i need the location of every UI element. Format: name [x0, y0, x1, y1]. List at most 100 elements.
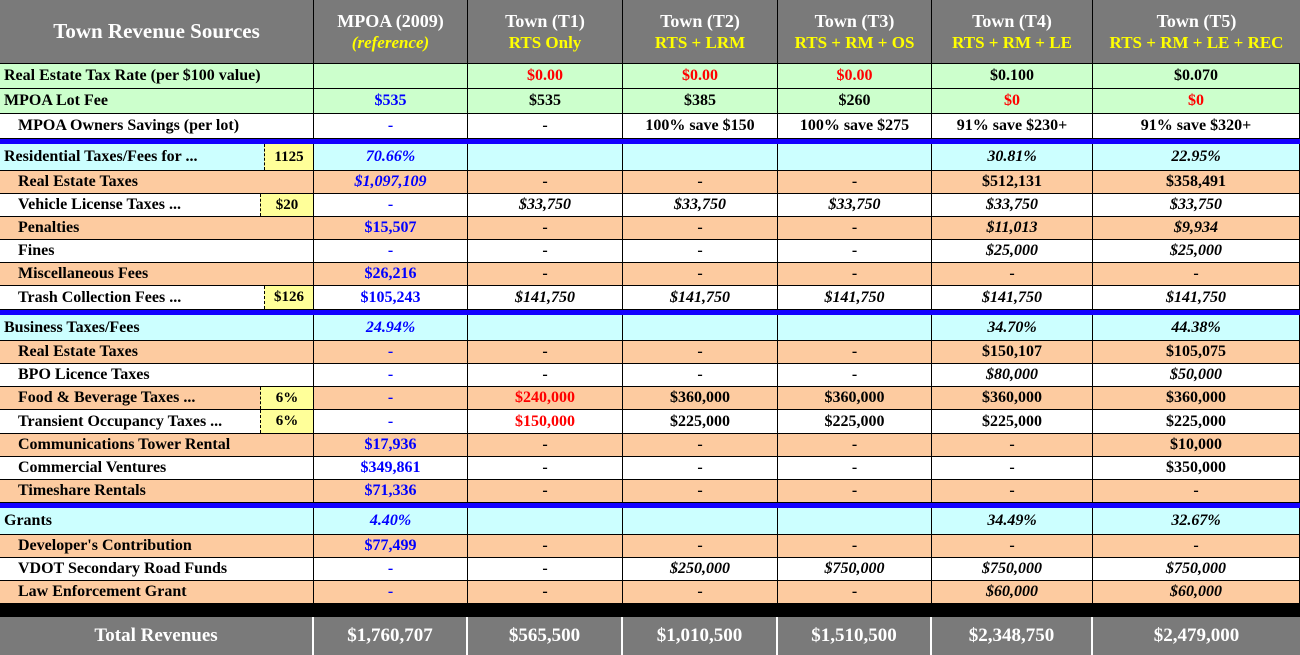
cell-t1[interactable] [468, 315, 623, 341]
cell-t2[interactable]: - [623, 171, 778, 194]
cell-t4[interactable]: $512,131 [932, 171, 1093, 194]
cell-t1[interactable]: - [468, 217, 623, 240]
cell-t1[interactable]: - [468, 263, 623, 286]
cell-t2[interactable] [623, 508, 778, 535]
cell-t5[interactable]: $25,000 [1093, 240, 1300, 263]
cell-t3[interactable]: - [778, 171, 932, 194]
trash-fee-badge[interactable]: $126 [264, 286, 313, 309]
cell-mpoa[interactable]: - [314, 581, 468, 604]
row-label[interactable]: Food & Beverage Taxes ... 6% [0, 387, 314, 410]
cell-mpoa[interactable]: - [314, 341, 468, 364]
row-label[interactable]: Grants [0, 508, 314, 535]
cell-mpoa[interactable]: $71,336 [314, 480, 468, 503]
cell-t5[interactable]: $33,750 [1093, 194, 1300, 217]
cell-t1[interactable]: - [468, 434, 623, 457]
cell-t4[interactable]: $33,750 [932, 194, 1093, 217]
row-label[interactable]: Trash Collection Fees ... $126 [0, 286, 314, 310]
cell-mpoa[interactable] [314, 64, 468, 89]
cell-t5[interactable]: $141,750 [1093, 286, 1300, 310]
cell-t1[interactable] [468, 508, 623, 535]
header-title[interactable]: Town Revenue Sources [0, 0, 314, 64]
cell-t4[interactable]: $80,000 [932, 364, 1093, 387]
cell-t1[interactable]: - [468, 341, 623, 364]
cell-t5[interactable]: $10,000 [1093, 434, 1300, 457]
row-label[interactable]: Law Enforcement Grant [0, 581, 314, 604]
residential-count-badge[interactable]: 1125 [264, 144, 313, 170]
row-label[interactable]: Vehicle License Taxes ... $20 [0, 194, 314, 217]
food-rate-badge[interactable]: 6% [260, 387, 313, 409]
cell-t1[interactable]: $33,750 [468, 194, 623, 217]
cell-mpoa[interactable]: $15,507 [314, 217, 468, 240]
cell-t5[interactable]: $50,000 [1093, 364, 1300, 387]
row-label[interactable]: Residential Taxes/Fees for ... 1125 [0, 144, 314, 171]
cell-t1[interactable]: - [468, 558, 623, 581]
cell-t1[interactable]: $535 [468, 89, 623, 114]
cell-t3[interactable]: - [778, 240, 932, 263]
cell-t4[interactable]: 91% save $230+ [932, 114, 1093, 139]
cell-t3[interactable]: - [778, 535, 932, 558]
cell-mpoa[interactable]: $535 [314, 89, 468, 114]
cell-t1[interactable]: $0.00 [468, 64, 623, 89]
cell-t3[interactable]: - [778, 434, 932, 457]
cell-t2[interactable]: - [623, 364, 778, 387]
cell-t4[interactable]: $0.100 [932, 64, 1093, 89]
cell-t1[interactable]: - [468, 535, 623, 558]
cell-t4[interactable]: 34.49% [932, 508, 1093, 535]
row-label[interactable]: BPO Licence Taxes [0, 364, 314, 387]
header-col-t4[interactable]: Town (T4) RTS + RM + LE [932, 0, 1093, 64]
cell-t2[interactable]: $225,000 [623, 410, 778, 434]
row-label[interactable]: Fines [0, 240, 314, 263]
cell-t4[interactable]: 30.81% [932, 144, 1093, 171]
cell-t5[interactable]: $60,000 [1093, 581, 1300, 604]
cell-t3[interactable]: $750,000 [778, 558, 932, 581]
cell-t4[interactable]: - [932, 434, 1093, 457]
cell-t5[interactable]: - [1093, 263, 1300, 286]
cell-mpoa[interactable]: $1,097,109 [314, 171, 468, 194]
cell-t5[interactable]: $0 [1093, 89, 1300, 114]
cell-mpoa[interactable]: $105,243 [314, 286, 468, 310]
cell-mpoa[interactable]: - [314, 364, 468, 387]
cell-mpoa[interactable]: - [314, 387, 468, 410]
header-col-t1[interactable]: Town (T1) RTS Only [468, 0, 623, 64]
cell-t1[interactable]: $150,000 [468, 410, 623, 434]
cell-t2[interactable] [623, 315, 778, 341]
cell-t3[interactable] [778, 315, 932, 341]
cell-mpoa[interactable]: $26,216 [314, 263, 468, 286]
cell-t4[interactable]: - [932, 263, 1093, 286]
cell-t1[interactable]: - [468, 581, 623, 604]
row-label[interactable]: Transient Occupancy Taxes ... 6% [0, 410, 314, 434]
cell-t2[interactable]: - [623, 457, 778, 480]
cell-t5[interactable]: - [1093, 480, 1300, 503]
row-label[interactable]: Commercial Ventures [0, 457, 314, 480]
cell-t2[interactable]: - [623, 434, 778, 457]
cell-t4[interactable]: - [932, 480, 1093, 503]
cell-t3[interactable]: - [778, 341, 932, 364]
total-t4[interactable]: $2,348,750 [932, 617, 1093, 655]
row-label[interactable]: Real Estate Taxes [0, 171, 314, 194]
cell-mpoa[interactable]: - [314, 558, 468, 581]
cell-t1[interactable] [468, 144, 623, 171]
transient-rate-badge[interactable]: 6% [260, 410, 313, 433]
cell-t2[interactable]: - [623, 480, 778, 503]
cell-t3[interactable]: - [778, 480, 932, 503]
cell-t4[interactable]: $141,750 [932, 286, 1093, 310]
cell-t2[interactable]: $141,750 [623, 286, 778, 310]
header-col-t5[interactable]: Town (T5) RTS + RM + LE + REC [1093, 0, 1300, 64]
cell-t1[interactable]: - [468, 457, 623, 480]
cell-mpoa[interactable]: - [314, 194, 468, 217]
cell-t5[interactable]: $350,000 [1093, 457, 1300, 480]
cell-mpoa[interactable]: $349,861 [314, 457, 468, 480]
cell-t3[interactable]: $360,000 [778, 387, 932, 410]
cell-mpoa[interactable]: $77,499 [314, 535, 468, 558]
cell-t2[interactable]: - [623, 535, 778, 558]
cell-t1[interactable]: $240,000 [468, 387, 623, 410]
cell-t3[interactable]: 100% save $275 [778, 114, 932, 139]
cell-t3[interactable]: - [778, 217, 932, 240]
cell-t4[interactable]: - [932, 457, 1093, 480]
cell-t2[interactable]: - [623, 341, 778, 364]
cell-t2[interactable]: - [623, 263, 778, 286]
cell-t3[interactable]: - [778, 263, 932, 286]
total-t5[interactable]: $2,479,000 [1093, 617, 1300, 655]
cell-t3[interactable]: $260 [778, 89, 932, 114]
cell-t2[interactable]: $360,000 [623, 387, 778, 410]
